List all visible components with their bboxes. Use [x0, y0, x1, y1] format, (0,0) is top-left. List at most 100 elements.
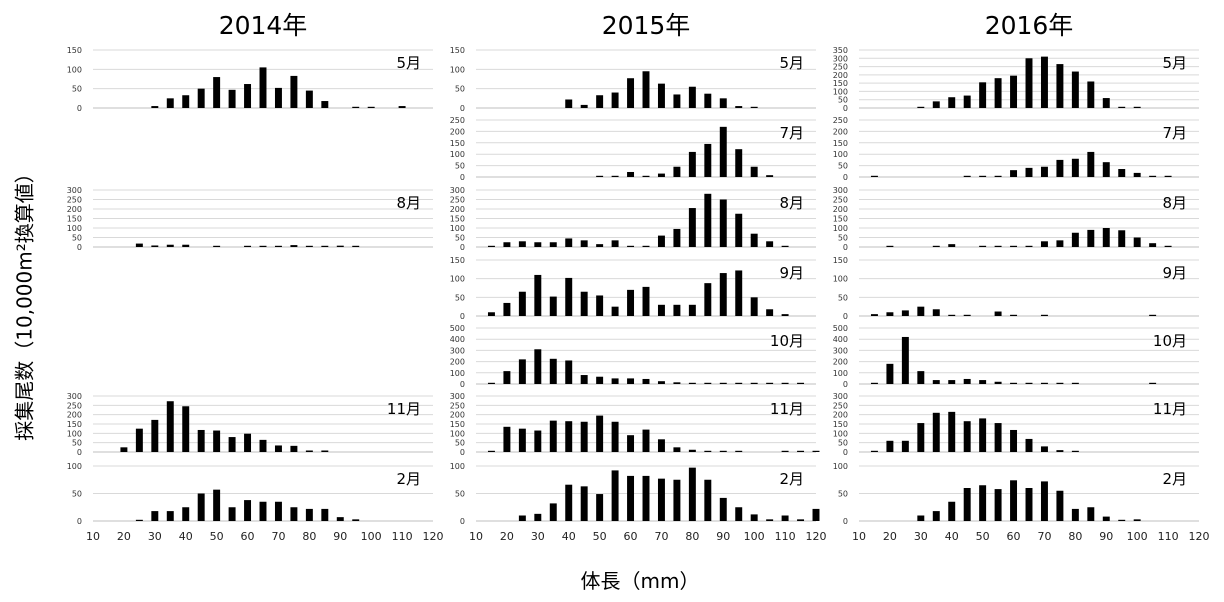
- bar: [750, 514, 758, 521]
- bar: [766, 519, 774, 521]
- bar: [135, 428, 143, 452]
- x-tick-label: 40: [179, 530, 193, 543]
- x-tick-label: 80: [685, 530, 699, 543]
- bar: [182, 95, 190, 108]
- bar: [627, 435, 635, 452]
- bar: [735, 450, 743, 452]
- y-tick-label: 50: [72, 85, 82, 94]
- x-tick-label: 70: [654, 530, 668, 543]
- bar: [274, 87, 282, 108]
- bar: [1149, 382, 1157, 384]
- month-label: 7月: [1162, 124, 1187, 142]
- bar: [1040, 481, 1048, 521]
- bar: [766, 382, 774, 384]
- y-tick-label: 250: [450, 196, 465, 205]
- y-tick-label: 50: [455, 293, 465, 302]
- bar: [166, 244, 174, 247]
- bar: [750, 166, 758, 177]
- bar: [534, 513, 542, 521]
- bar: [1056, 240, 1064, 247]
- x-tick-label: 10: [469, 530, 483, 543]
- bar: [151, 419, 159, 452]
- y-tick-label: 100: [67, 65, 82, 74]
- bar: [274, 245, 282, 247]
- bar: [305, 450, 313, 452]
- bar: [182, 244, 190, 247]
- x-tick-label: 100: [744, 530, 765, 543]
- bar: [1056, 490, 1064, 521]
- panel-1-4: 0 100 200 300 400 500 10月: [450, 324, 816, 389]
- y-tick-label: 0: [460, 173, 465, 182]
- bar: [565, 360, 573, 384]
- bar: [642, 175, 650, 177]
- y-tick-label: 0: [843, 243, 848, 252]
- bar: [596, 415, 604, 452]
- bar: [688, 382, 696, 384]
- bar: [719, 98, 727, 108]
- bar: [627, 475, 635, 521]
- y-tick-label: 200: [450, 205, 465, 214]
- y-tick-label: 100: [67, 462, 82, 471]
- y-tick-label: 150: [833, 215, 848, 224]
- bar: [979, 380, 987, 384]
- panels-layer: 2014年0501001505月0501001502002503008月0501…: [67, 11, 1210, 543]
- bar: [812, 450, 820, 452]
- bar: [336, 517, 344, 521]
- bar: [1010, 75, 1018, 108]
- bar: [1040, 382, 1048, 384]
- bar: [290, 75, 298, 108]
- bar: [932, 309, 940, 316]
- bar: [673, 447, 681, 452]
- bar: [352, 245, 360, 247]
- bar: [565, 99, 573, 108]
- y-tick-label: 300: [67, 186, 82, 195]
- bar: [673, 228, 681, 247]
- bar: [549, 242, 557, 247]
- bar: [735, 507, 743, 521]
- month-label: 8月: [1162, 194, 1187, 212]
- y-tick-label: 250: [833, 196, 848, 205]
- x-tick-label: 40: [945, 530, 959, 543]
- bar: [948, 314, 956, 316]
- bar: [704, 479, 712, 521]
- bar: [398, 106, 406, 108]
- x-tick-label: 80: [302, 530, 316, 543]
- bar: [503, 302, 511, 316]
- bar: [336, 245, 344, 247]
- bar: [1025, 438, 1033, 452]
- bar: [673, 304, 681, 316]
- bar: [518, 428, 526, 452]
- month-label: 7月: [779, 124, 804, 142]
- y-axis-title: 採集尾数（10,000m²換算値）: [13, 163, 37, 440]
- bar: [611, 470, 619, 521]
- bar: [1087, 81, 1095, 108]
- y-tick-label: 150: [450, 139, 465, 148]
- bar: [870, 175, 878, 177]
- y-tick-label: 0: [843, 380, 848, 389]
- y-tick-label: 0: [77, 517, 82, 526]
- y-tick-label: 50: [838, 439, 848, 448]
- bar: [963, 95, 971, 108]
- y-tick-label: 50: [838, 96, 848, 105]
- bar: [627, 171, 635, 177]
- y-tick-label: 50: [455, 162, 465, 171]
- x-tick-label: 30: [531, 530, 545, 543]
- bar: [642, 286, 650, 316]
- y-tick-label: 50: [838, 162, 848, 171]
- bar: [1133, 237, 1141, 247]
- bar: [549, 358, 557, 384]
- bar: [704, 283, 712, 316]
- month-label: 2月: [779, 470, 804, 488]
- bar: [797, 450, 805, 452]
- bar: [503, 371, 511, 384]
- bar: [673, 94, 681, 108]
- bar: [135, 519, 143, 521]
- month-label: 10月: [1153, 332, 1187, 350]
- month-label: 5月: [396, 54, 421, 72]
- bar: [932, 101, 940, 108]
- bar: [565, 421, 573, 452]
